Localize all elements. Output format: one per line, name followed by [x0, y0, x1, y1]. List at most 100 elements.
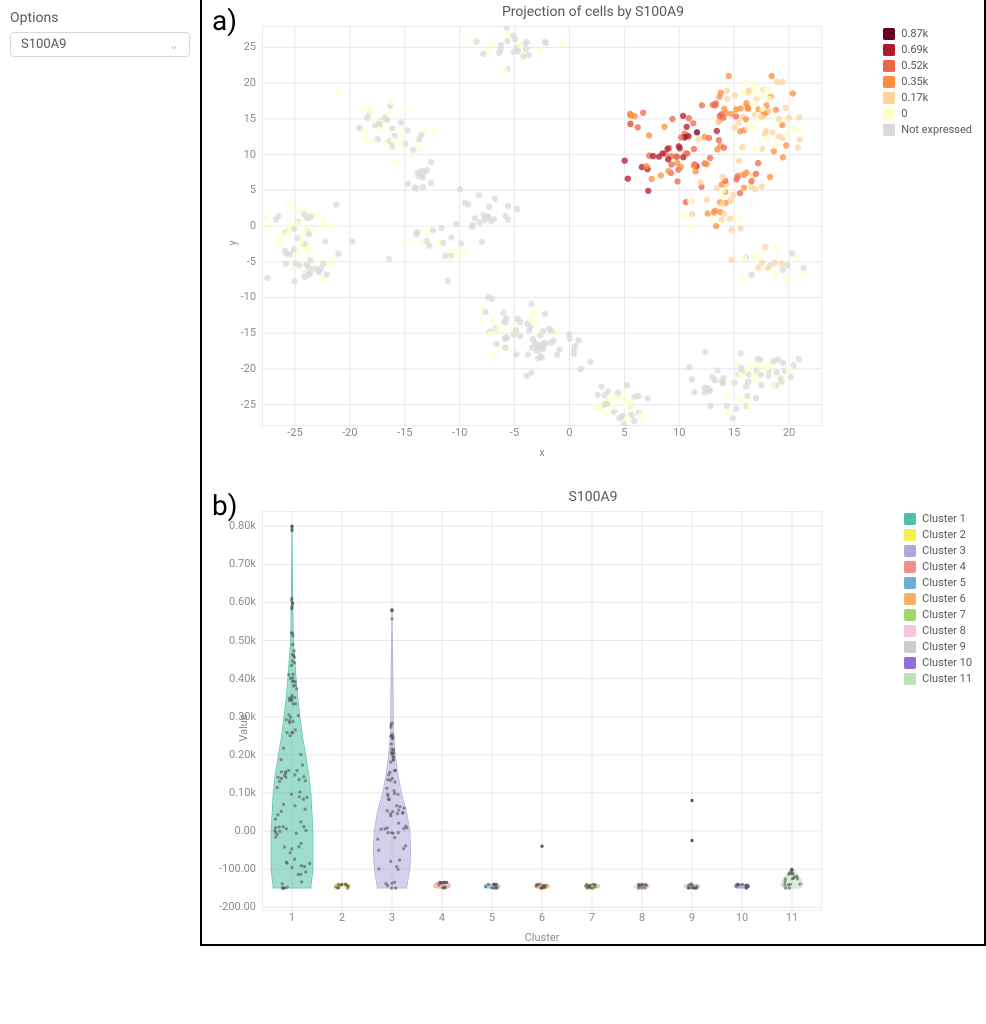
- legend-item[interactable]: Cluster 10: [904, 655, 972, 671]
- legend-label: Cluster 1: [922, 511, 966, 527]
- legend-label: Cluster 3: [922, 543, 966, 559]
- legend-item[interactable]: Cluster 6: [904, 591, 972, 607]
- ytick: -5: [228, 255, 256, 268]
- main-content: a) Projection of cells by S100A9 y -25-2…: [200, 0, 986, 946]
- legend-swatch: [904, 561, 916, 573]
- xtick: -15: [395, 426, 415, 439]
- legend-label: Cluster 11: [922, 671, 972, 687]
- legend-item[interactable]: 0.17k: [883, 90, 972, 106]
- legend-item[interactable]: 0.87k: [883, 26, 972, 42]
- legend-label: Cluster 2: [922, 527, 966, 543]
- panel-b-title: S100A9: [202, 489, 984, 505]
- violin-plot[interactable]: [262, 511, 822, 911]
- legend-item[interactable]: Cluster 3: [904, 543, 972, 559]
- xtick: 10: [732, 911, 752, 924]
- legend-item[interactable]: Cluster 11: [904, 671, 972, 687]
- legend-item[interactable]: 0: [883, 106, 972, 122]
- legend-label: 0.87k: [901, 26, 928, 42]
- legend-swatch: [904, 545, 916, 557]
- ytick: -15: [228, 326, 256, 339]
- xtick: 20: [779, 426, 799, 439]
- legend-item[interactable]: 0.35k: [883, 74, 972, 90]
- panel-a-ylabel: y: [226, 240, 239, 245]
- scatter-xticks: -25-20-15-10-505101520: [262, 426, 822, 442]
- legend-item[interactable]: Cluster 9: [904, 639, 972, 655]
- panel-b-plotwrap: Value -200.00-100.000.000.10k0.20k0.30k0…: [262, 511, 822, 944]
- ytick: 15: [228, 112, 256, 125]
- xtick: 10: [669, 426, 689, 439]
- ytick: -10: [228, 290, 256, 303]
- panel-b-label: b): [212, 489, 237, 522]
- ytick: -25: [228, 398, 256, 411]
- legend-label: 0.69k: [901, 42, 928, 58]
- legend-swatch: [904, 641, 916, 653]
- legend-swatch: [904, 657, 916, 669]
- legend-label: Not expressed: [901, 122, 972, 138]
- legend-label: Cluster 5: [922, 575, 966, 591]
- xtick: -20: [340, 426, 360, 439]
- xtick: 9: [682, 911, 702, 924]
- legend-label: 0: [901, 106, 907, 122]
- legend-item[interactable]: 0.69k: [883, 42, 972, 58]
- xtick: 2: [332, 911, 352, 924]
- panel-a-legend: 0.87k0.69k0.52k0.35k0.17k0Not expressed: [883, 26, 972, 138]
- legend-label: Cluster 6: [922, 591, 966, 607]
- ytick: 25: [228, 40, 256, 53]
- dropdown-value: S100A9: [21, 37, 66, 52]
- legend-label: 0.35k: [901, 74, 928, 90]
- ytick: -200.00: [212, 900, 256, 913]
- legend-label: 0.17k: [901, 90, 928, 106]
- legend-item[interactable]: Cluster 2: [904, 527, 972, 543]
- legend-swatch: [883, 108, 895, 120]
- ytick: 0.50k: [212, 634, 256, 647]
- ytick: 0.30k: [212, 710, 256, 723]
- legend-item[interactable]: Not expressed: [883, 122, 972, 138]
- xtick: 5: [614, 426, 634, 439]
- legend-swatch: [883, 92, 895, 104]
- ytick: 20: [228, 76, 256, 89]
- legend-label: Cluster 9: [922, 639, 966, 655]
- panel-a-xlabel: x: [262, 446, 822, 459]
- legend-swatch: [904, 593, 916, 605]
- xtick: 3: [382, 911, 402, 924]
- legend-swatch: [904, 577, 916, 589]
- legend-label: Cluster 10: [922, 655, 972, 671]
- scatter-plot[interactable]: [262, 26, 822, 426]
- xtick: 0: [559, 426, 579, 439]
- chevron-down-icon: ⌄: [169, 38, 179, 52]
- legend-swatch: [883, 28, 895, 40]
- ytick: 0.00: [212, 824, 256, 837]
- ytick: 0: [228, 219, 256, 232]
- legend-label: Cluster 8: [922, 623, 966, 639]
- legend-swatch: [904, 673, 916, 685]
- xtick: 1: [282, 911, 302, 924]
- xtick: 5: [482, 911, 502, 924]
- legend-item[interactable]: Cluster 5: [904, 575, 972, 591]
- panel-b-xlabel: Cluster: [262, 931, 822, 944]
- legend-item[interactable]: Cluster 8: [904, 623, 972, 639]
- ytick: 0.10k: [212, 786, 256, 799]
- legend-label: Cluster 4: [922, 559, 966, 575]
- ytick: -20: [228, 362, 256, 375]
- xtick: 15: [724, 426, 744, 439]
- legend-item[interactable]: Cluster 7: [904, 607, 972, 623]
- xtick: 11: [782, 911, 802, 924]
- page-root: Options S100A9 ⌄ a) Projection of cells …: [0, 0, 986, 946]
- xtick: 6: [532, 911, 552, 924]
- ytick: 0.40k: [212, 672, 256, 685]
- legend-swatch: [904, 609, 916, 621]
- legend-item[interactable]: Cluster 1: [904, 511, 972, 527]
- legend-item[interactable]: 0.52k: [883, 58, 972, 74]
- legend-swatch: [904, 529, 916, 541]
- gene-dropdown[interactable]: S100A9 ⌄: [10, 32, 190, 57]
- ytick: 0.60k: [212, 595, 256, 608]
- ytick: 0.80k: [212, 519, 256, 532]
- legend-item[interactable]: Cluster 4: [904, 559, 972, 575]
- xtick: 8: [632, 911, 652, 924]
- xtick: -10: [450, 426, 470, 439]
- violin-xticks: 1234567891011: [262, 911, 822, 927]
- ytick: 0.70k: [212, 557, 256, 570]
- xtick: 4: [432, 911, 452, 924]
- legend-label: Cluster 7: [922, 607, 966, 623]
- panel-a-label: a): [212, 4, 237, 37]
